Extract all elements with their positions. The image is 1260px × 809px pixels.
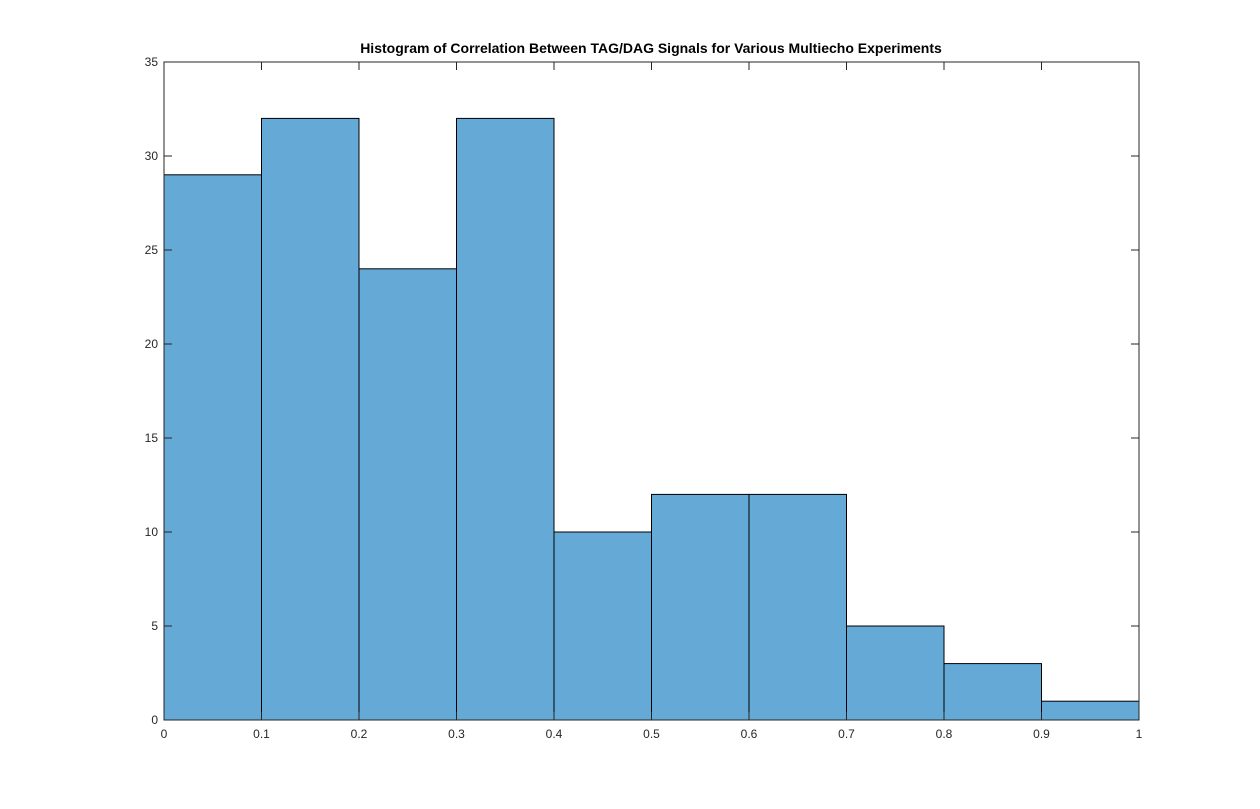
x-tick-label: 0.7 bbox=[838, 727, 855, 741]
x-tick-label: 0.4 bbox=[546, 727, 563, 741]
x-tick-label: 1 bbox=[1136, 727, 1143, 741]
x-tick-label: 0.9 bbox=[1033, 727, 1050, 741]
y-tick-label: 30 bbox=[145, 149, 159, 163]
histogram-bars bbox=[163, 117, 1140, 721]
histogram-bar bbox=[943, 663, 1042, 721]
x-tick-label: 0.1 bbox=[253, 727, 270, 741]
x-tick-label: 0.3 bbox=[448, 727, 465, 741]
y-tick-label: 25 bbox=[145, 243, 159, 257]
histogram-bar bbox=[456, 117, 555, 721]
x-tick-label: 0 bbox=[161, 727, 168, 741]
y-tick-label: 10 bbox=[145, 525, 159, 539]
y-tick-label: 15 bbox=[145, 431, 159, 445]
x-tick-label: 0.2 bbox=[351, 727, 368, 741]
y-tick-label: 0 bbox=[151, 713, 158, 727]
y-tick-label: 35 bbox=[145, 55, 159, 69]
chart-title: Histogram of Correlation Between TAG/DAG… bbox=[360, 40, 942, 56]
histogram-bar bbox=[261, 117, 360, 721]
x-axis-ticks: 0 0.1 0.2 0.3 0.4 0.5 0.6 0.7 0.8 0.9 1 bbox=[161, 62, 1143, 741]
y-tick-label: 20 bbox=[145, 337, 159, 351]
histogram-bar bbox=[748, 493, 847, 721]
histogram-bar bbox=[846, 625, 945, 721]
y-tick-label: 5 bbox=[151, 619, 158, 633]
histogram-bar bbox=[553, 531, 652, 721]
histogram-bar bbox=[1041, 700, 1140, 721]
x-tick-label: 0.8 bbox=[936, 727, 953, 741]
x-tick-label: 0.6 bbox=[741, 727, 758, 741]
histogram-bar bbox=[651, 493, 750, 721]
y-axis-ticks: 0 5 10 15 20 25 30 35 bbox=[145, 55, 1139, 727]
x-tick-label: 0.5 bbox=[643, 727, 660, 741]
histogram-bar bbox=[163, 174, 262, 721]
histogram-bar bbox=[358, 268, 457, 721]
